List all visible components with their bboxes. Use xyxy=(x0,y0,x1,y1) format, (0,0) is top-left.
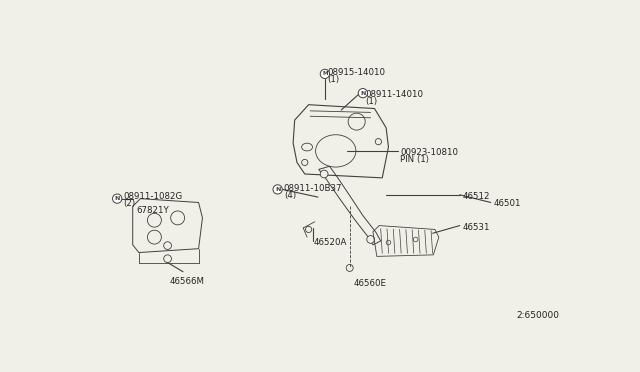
Text: (1): (1) xyxy=(365,97,378,106)
Text: 46520A: 46520A xyxy=(314,238,348,247)
Circle shape xyxy=(305,226,312,232)
Circle shape xyxy=(375,139,381,145)
Text: 08911-10B37: 08911-10B37 xyxy=(284,184,342,193)
Text: M: M xyxy=(322,71,328,76)
Circle shape xyxy=(367,235,374,243)
Circle shape xyxy=(164,255,172,263)
Circle shape xyxy=(358,89,367,98)
Circle shape xyxy=(320,170,328,178)
Text: N: N xyxy=(275,187,280,192)
Text: 46560E: 46560E xyxy=(353,279,387,289)
Text: 46512: 46512 xyxy=(462,192,490,201)
Text: 2:650000: 2:650000 xyxy=(516,311,559,320)
Circle shape xyxy=(346,264,353,272)
Text: 67821Y: 67821Y xyxy=(136,206,170,215)
Text: 08911-1082G: 08911-1082G xyxy=(124,192,182,201)
Text: (2): (2) xyxy=(124,199,136,208)
Text: 46566M: 46566M xyxy=(170,277,205,286)
Circle shape xyxy=(113,194,122,203)
Circle shape xyxy=(164,242,172,250)
Circle shape xyxy=(320,69,330,78)
Circle shape xyxy=(301,159,308,166)
Text: N: N xyxy=(360,91,365,96)
Text: 08915-14010: 08915-14010 xyxy=(327,68,385,77)
Text: (1): (1) xyxy=(327,75,339,84)
Text: N: N xyxy=(115,196,120,201)
Text: (4): (4) xyxy=(284,191,296,200)
Text: 08911-14010: 08911-14010 xyxy=(365,90,423,99)
Circle shape xyxy=(273,185,282,194)
Text: PIN ⟨1⟩: PIN ⟨1⟩ xyxy=(400,155,429,164)
Text: 46531: 46531 xyxy=(462,222,490,231)
Text: 00923-10810: 00923-10810 xyxy=(400,148,458,157)
Text: 46501: 46501 xyxy=(493,199,520,208)
